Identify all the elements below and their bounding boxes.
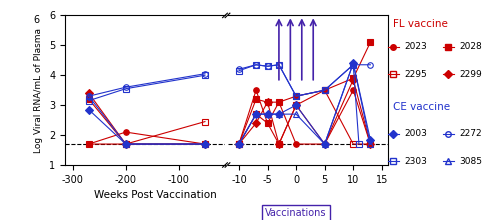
Text: 6: 6 <box>33 15 40 25</box>
Y-axis label: Log Viral RNA/mL of Plasma: Log Viral RNA/mL of Plasma <box>34 28 43 153</box>
Text: Weeks Post Vaccination: Weeks Post Vaccination <box>94 190 216 200</box>
Text: 2023: 2023 <box>404 42 427 51</box>
Text: 2028: 2028 <box>459 42 482 51</box>
Text: CE vaccine: CE vaccine <box>393 102 450 112</box>
Text: FL vaccine: FL vaccine <box>393 19 448 29</box>
Text: 2303: 2303 <box>404 157 427 166</box>
Text: 2003: 2003 <box>404 129 427 138</box>
Text: 2295: 2295 <box>404 70 427 79</box>
Text: 2272: 2272 <box>459 129 481 138</box>
Text: 3085: 3085 <box>459 157 482 166</box>
Text: Vaccinations: Vaccinations <box>266 208 327 218</box>
Text: 2299: 2299 <box>459 70 482 79</box>
